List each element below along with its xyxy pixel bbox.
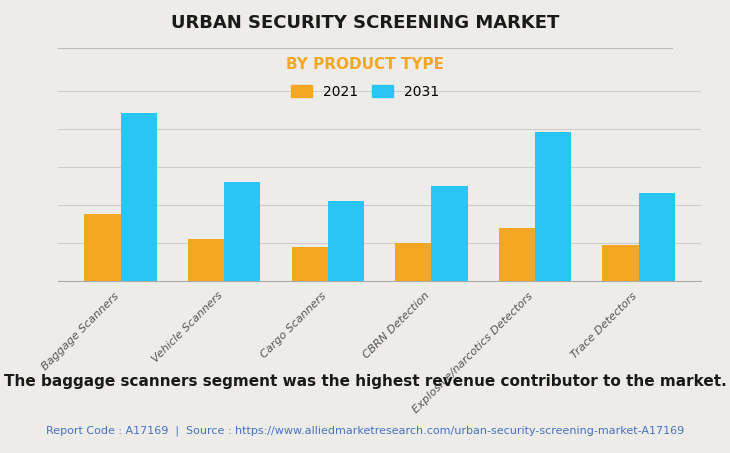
Text: URBAN SECURITY SCREENING MARKET: URBAN SECURITY SCREENING MARKET	[171, 14, 559, 32]
Text: Report Code : A17169  |  Source : https://www.alliedmarketresearch.com/urban-sec: Report Code : A17169 | Source : https://…	[46, 426, 684, 436]
Bar	[224, 182, 261, 281]
Bar	[188, 239, 224, 281]
Text: BY PRODUCT TYPE: BY PRODUCT TYPE	[286, 57, 444, 72]
Bar	[639, 193, 675, 281]
Bar	[431, 186, 468, 281]
Bar	[535, 132, 572, 281]
Text: The baggage scanners segment was the highest revenue contributor to the market.: The baggage scanners segment was the hig…	[4, 374, 726, 389]
Legend: 2021, 2031: 2021, 2031	[285, 79, 445, 105]
Bar	[84, 214, 120, 281]
Bar	[120, 113, 157, 281]
Bar	[602, 245, 639, 281]
Bar	[291, 246, 328, 281]
Bar	[328, 201, 364, 281]
Bar	[395, 243, 431, 281]
Bar	[499, 227, 535, 281]
